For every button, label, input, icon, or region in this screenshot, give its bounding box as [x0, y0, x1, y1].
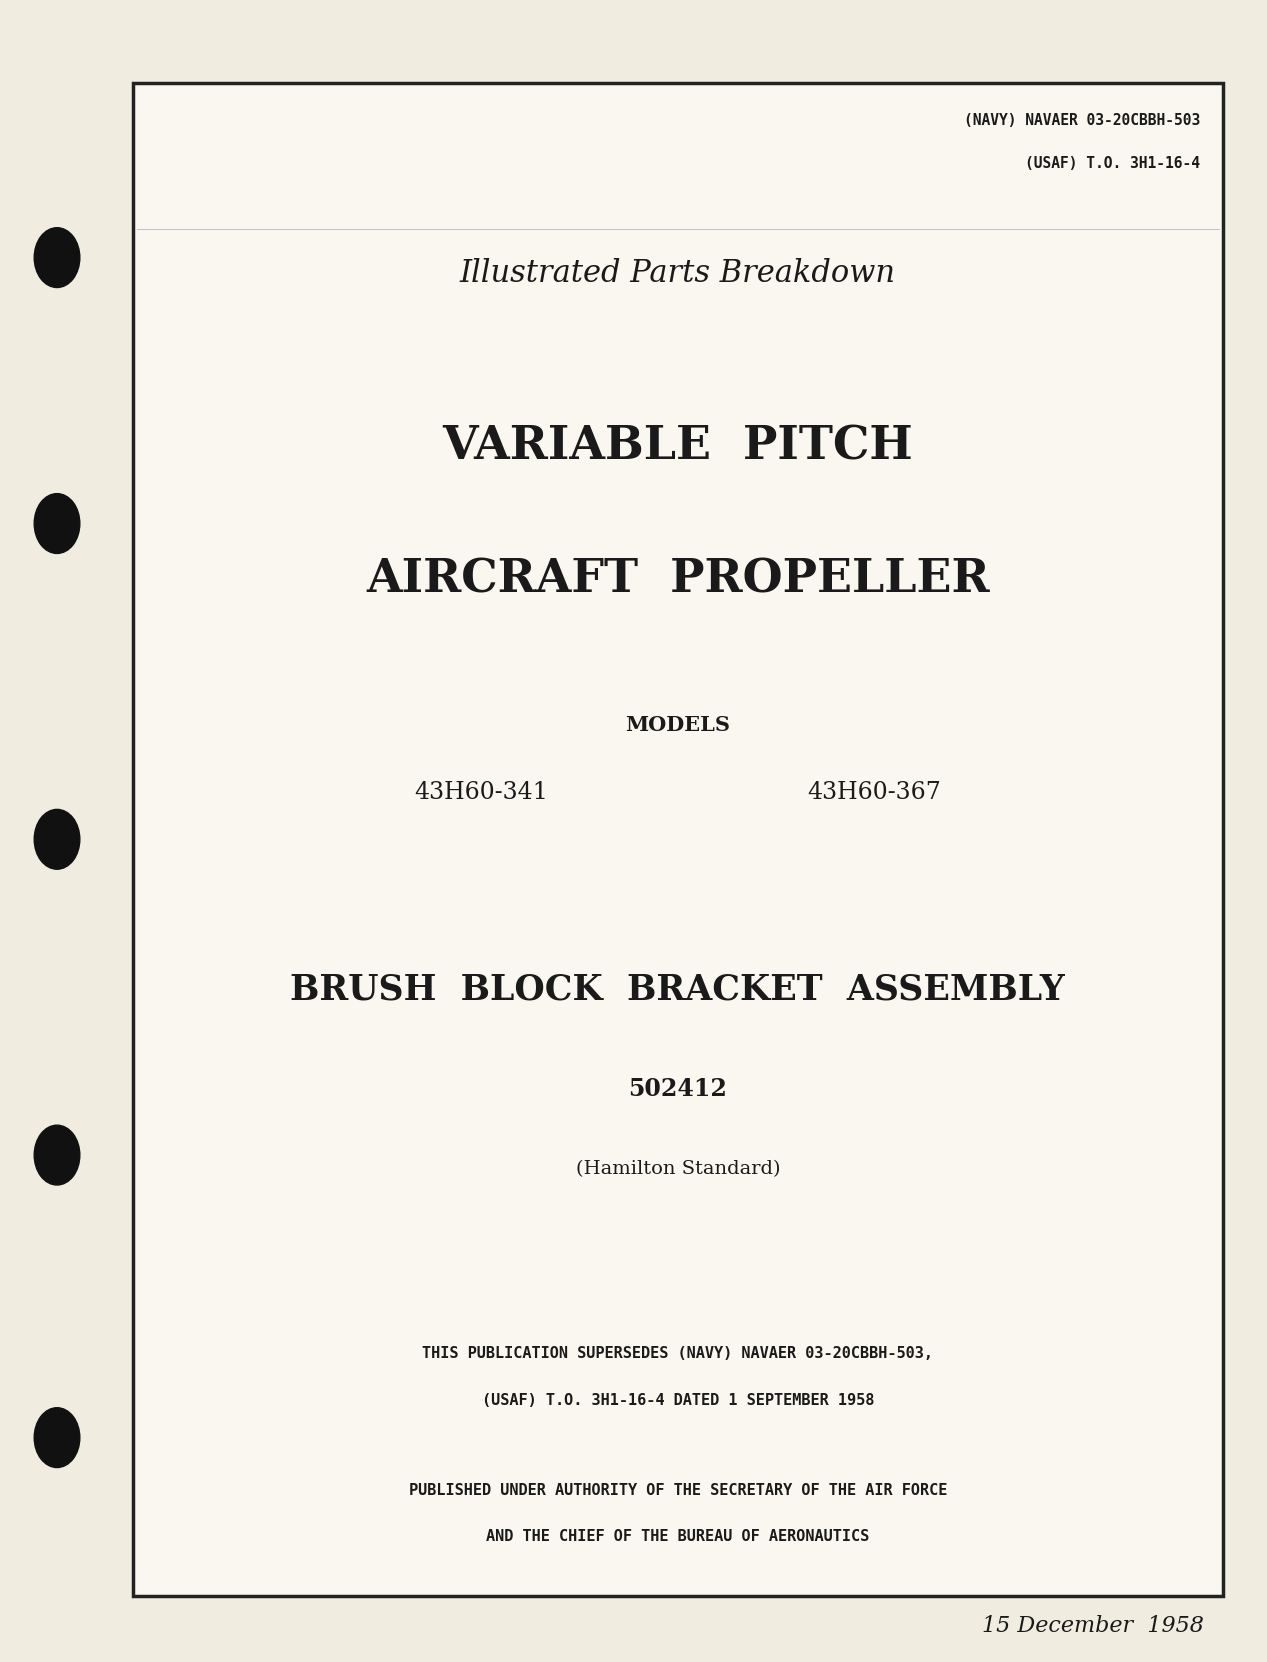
Text: 15 December  1958: 15 December 1958 [982, 1615, 1204, 1637]
Text: (USAF) T.O. 3H1-16-4: (USAF) T.O. 3H1-16-4 [1025, 156, 1200, 171]
Circle shape [34, 1125, 80, 1185]
Text: 43H60-341: 43H60-341 [414, 781, 549, 804]
Text: 502412: 502412 [628, 1077, 727, 1100]
Bar [133, 83, 1223, 1596]
Circle shape [34, 494, 80, 553]
Text: THIS PUBLICATION SUPERSEDES (NAVY) NAVAER 03-20CBBH-503,: THIS PUBLICATION SUPERSEDES (NAVY) NAVAE… [422, 1346, 934, 1361]
Text: PUBLISHED UNDER AUTHORITY OF THE SECRETARY OF THE AIR FORCE: PUBLISHED UNDER AUTHORITY OF THE SECRETA… [409, 1483, 946, 1497]
Text: AIRCRAFT  PROPELLER: AIRCRAFT PROPELLER [366, 557, 990, 603]
Text: MODELS: MODELS [626, 715, 730, 735]
Text: (USAF) T.O. 3H1-16-4 DATED 1 SEPTEMBER 1958: (USAF) T.O. 3H1-16-4 DATED 1 SEPTEMBER 1… [481, 1393, 874, 1408]
Text: VARIABLE  PITCH: VARIABLE PITCH [442, 424, 914, 470]
Text: BRUSH  BLOCK  BRACKET  ASSEMBLY: BRUSH BLOCK BRACKET ASSEMBLY [290, 972, 1066, 1006]
Text: (Hamilton Standard): (Hamilton Standard) [575, 1160, 780, 1178]
Circle shape [34, 809, 80, 869]
Text: AND THE CHIEF OF THE BUREAU OF AERONAUTICS: AND THE CHIEF OF THE BUREAU OF AERONAUTI… [487, 1529, 869, 1544]
Text: 43H60-367: 43H60-367 [807, 781, 941, 804]
Text: Illustrated Parts Breakdown: Illustrated Parts Breakdown [460, 258, 896, 289]
Circle shape [34, 228, 80, 288]
Circle shape [34, 1408, 80, 1468]
Text: (NAVY) NAVAER 03-20CBBH-503: (NAVY) NAVAER 03-20CBBH-503 [964, 113, 1200, 128]
